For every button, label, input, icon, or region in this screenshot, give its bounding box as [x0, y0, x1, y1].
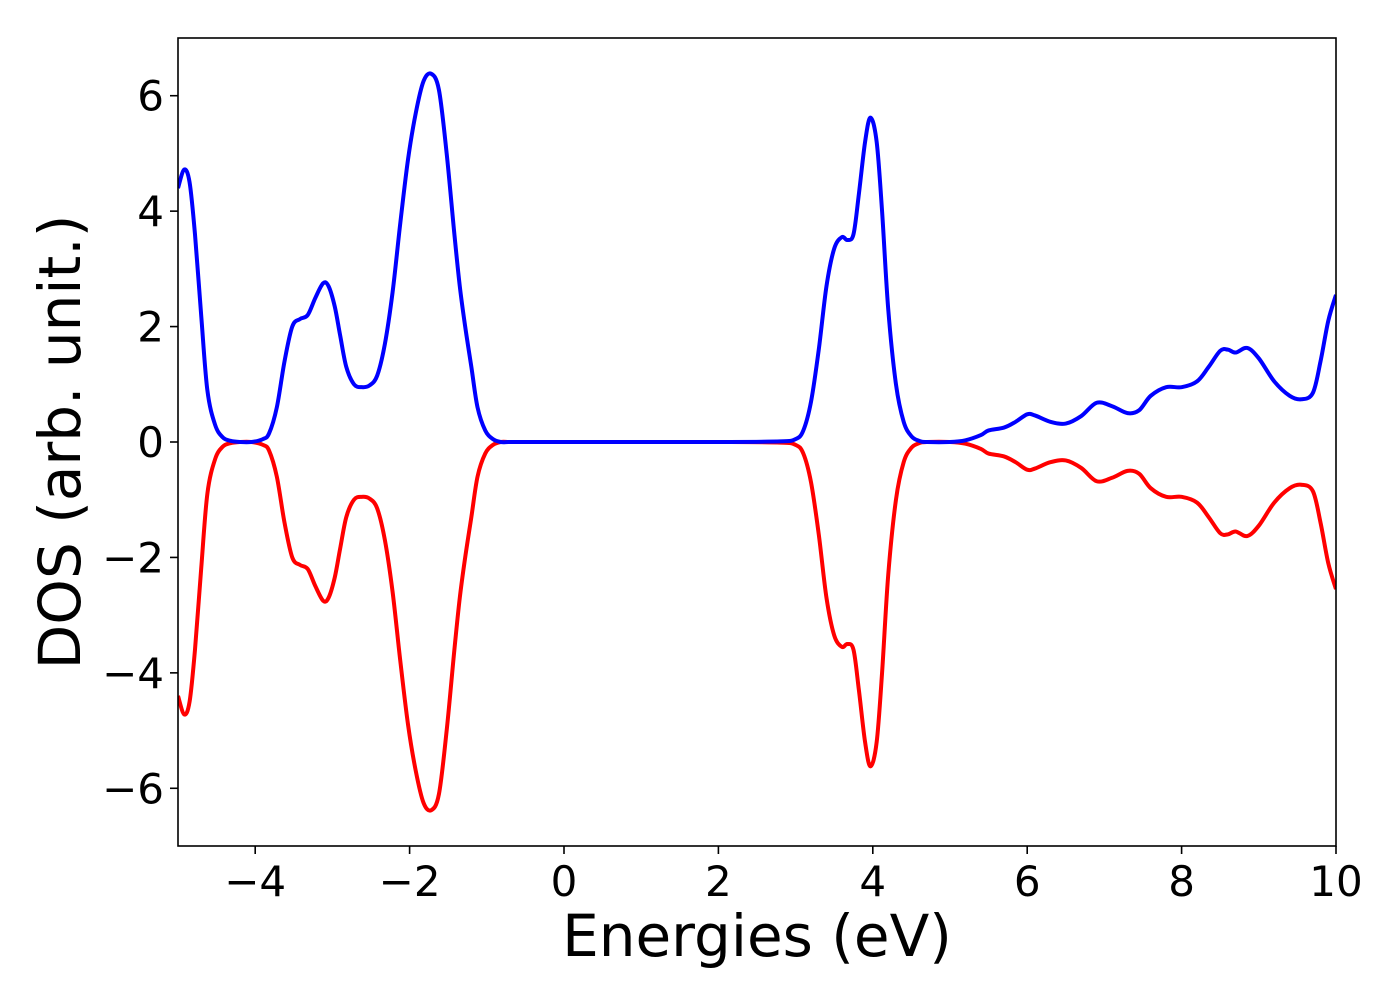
x-axis-label: Energies (eV) — [562, 902, 952, 970]
y-tick-label: 0 — [137, 418, 164, 467]
x-tick-label: 2 — [705, 857, 732, 906]
y-tick-label: −2 — [102, 533, 164, 582]
y-tick-label: −4 — [102, 649, 164, 698]
x-tick-label: 4 — [859, 857, 886, 906]
y-axis-ticks: −6 −4 −2 0 2 4 6 — [102, 72, 178, 813]
y-tick-label: 6 — [137, 72, 164, 121]
x-tick-label: 8 — [1168, 857, 1195, 906]
x-tick-label: −2 — [379, 857, 441, 906]
x-tick-label: 0 — [551, 857, 578, 906]
y-tick-label: −6 — [102, 764, 164, 813]
y-tick-label: 2 — [137, 303, 164, 352]
series-layer — [178, 71, 1336, 813]
series-line-blue — [178, 71, 1336, 445]
y-tick-label: 4 — [137, 187, 164, 236]
y-axis-label: DOS (arb. unit.) — [26, 215, 94, 670]
x-axis-ticks: −4 −2 0 2 4 6 8 10 — [224, 846, 1363, 906]
x-tick-label: 6 — [1014, 857, 1041, 906]
x-tick-label: −4 — [224, 857, 286, 906]
x-tick-label: 10 — [1309, 857, 1362, 906]
